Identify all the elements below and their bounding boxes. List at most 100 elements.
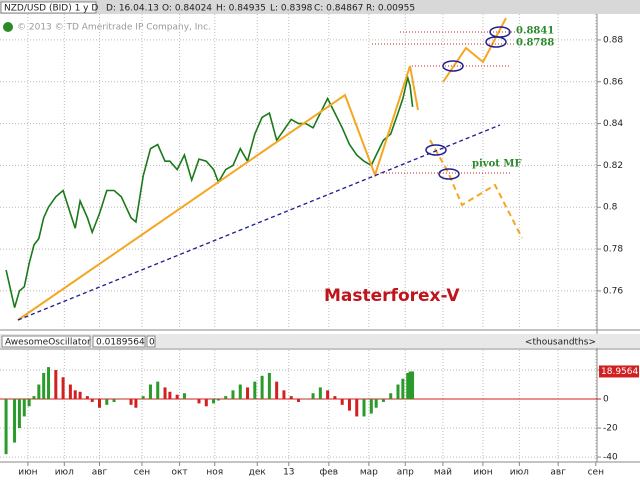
info-icon xyxy=(3,22,13,32)
osc-bar xyxy=(22,399,26,417)
osc-bar xyxy=(148,384,152,400)
osc-bar xyxy=(333,396,337,400)
x-tick-label: июн xyxy=(18,468,37,478)
open: O: 0.84024 xyxy=(162,4,212,14)
osc-bar xyxy=(105,399,109,405)
osc-bar xyxy=(289,396,293,400)
last-value-label: 18.9564 xyxy=(601,367,638,377)
osc-bar xyxy=(282,390,286,400)
osc-bar xyxy=(347,399,351,411)
y-tick-label: 0.84 xyxy=(603,119,623,129)
x-tick-label: май xyxy=(434,468,452,478)
high: H: 0.84935 xyxy=(216,4,266,14)
x-tick-label: июл xyxy=(510,468,529,478)
osc-bar xyxy=(231,390,235,400)
x-tick-label: апр xyxy=(397,468,414,478)
osc-box xyxy=(1,335,91,348)
osc-bar xyxy=(90,399,94,402)
osc-bar xyxy=(134,399,138,408)
x-tick-label: ноя xyxy=(206,468,223,478)
osc-bar xyxy=(197,399,201,404)
x-tick-label: фев xyxy=(320,468,339,478)
osc-bar xyxy=(68,384,72,400)
osc-bar xyxy=(17,399,21,429)
wave-line xyxy=(17,65,419,321)
osc-bar xyxy=(406,372,410,400)
osc-bar xyxy=(311,393,315,400)
osc-param: 0 xyxy=(149,338,155,348)
osc-bar xyxy=(85,396,89,400)
osc-value: 0.0189564 xyxy=(96,338,145,348)
price-line xyxy=(5,74,414,308)
x-tick-label: сен xyxy=(134,468,150,478)
pivot-label: pivot MF xyxy=(472,159,522,170)
y-tick-label: 0.86 xyxy=(603,77,623,87)
osc-bar xyxy=(112,399,116,402)
marker xyxy=(425,144,447,156)
osc-bar xyxy=(4,399,8,455)
x-tick-label: дек xyxy=(249,468,267,478)
osc-bar xyxy=(318,387,322,400)
x-tick-label: 13 xyxy=(283,468,294,478)
osc-bar xyxy=(163,387,167,400)
symbol: NZD/USD (BID) 1 y D xyxy=(4,4,98,14)
osc-bar xyxy=(396,384,400,400)
osc-bar xyxy=(267,372,271,400)
osc-bar xyxy=(326,390,330,400)
osc-bar xyxy=(253,381,257,400)
marker xyxy=(438,168,460,180)
osc-bar xyxy=(401,378,405,400)
osc-bar xyxy=(32,396,36,400)
osc-bar xyxy=(27,399,31,407)
osc-bar xyxy=(47,367,51,400)
osc-bar xyxy=(340,399,344,405)
y-tick-label: 0.88 xyxy=(603,35,623,45)
y-tick-label: -40 xyxy=(603,453,618,463)
y-tick-label: 0.78 xyxy=(603,245,623,255)
osc-units: <thousandths> xyxy=(525,338,596,348)
osc-bar xyxy=(73,390,77,400)
osc-bar xyxy=(275,381,279,400)
projection-down xyxy=(429,139,523,239)
y-tick-label: -20 xyxy=(603,424,618,434)
osc-bar xyxy=(61,377,65,400)
osc-bar xyxy=(37,384,41,400)
osc-bar xyxy=(355,399,359,417)
last-value-box xyxy=(599,365,639,378)
y-tick-label: 0.76 xyxy=(603,286,623,296)
osc-bar xyxy=(42,372,46,400)
osc-bar xyxy=(246,387,250,400)
close: C: 0.84867 xyxy=(314,4,363,14)
y-tick-label: 0.8 xyxy=(603,203,618,213)
x-tick-label: авг xyxy=(550,468,566,478)
osc-bar xyxy=(54,370,58,400)
osc-bar xyxy=(182,393,186,400)
header-bar xyxy=(0,0,640,14)
osc-bar xyxy=(141,396,145,400)
x-tick-label: июл xyxy=(55,468,74,478)
osc-bar xyxy=(212,399,216,404)
marker xyxy=(485,36,507,48)
osc-header xyxy=(0,334,640,348)
x-tick-label: окт xyxy=(171,468,187,478)
osc-bar xyxy=(190,399,194,400)
osc-bar xyxy=(297,399,300,402)
x-tick-label: мар xyxy=(360,468,378,478)
level-label: 0.8788 xyxy=(516,38,554,49)
osc-bar xyxy=(168,391,172,400)
osc-bar xyxy=(175,394,179,400)
osc-bar xyxy=(389,393,393,400)
osc-bar xyxy=(374,399,378,408)
y-tick-label: 0.82 xyxy=(603,161,623,171)
osc-bar xyxy=(98,399,101,408)
x-tick-label: авг xyxy=(92,468,108,478)
annotations xyxy=(17,17,523,321)
osc-bar xyxy=(362,399,366,417)
osc-box xyxy=(92,335,146,348)
low: L: 0.8398 xyxy=(270,4,313,14)
range: R: 0.00955 xyxy=(366,4,415,14)
y-tick-label: 0 xyxy=(603,395,609,405)
osc-bar xyxy=(224,396,228,400)
